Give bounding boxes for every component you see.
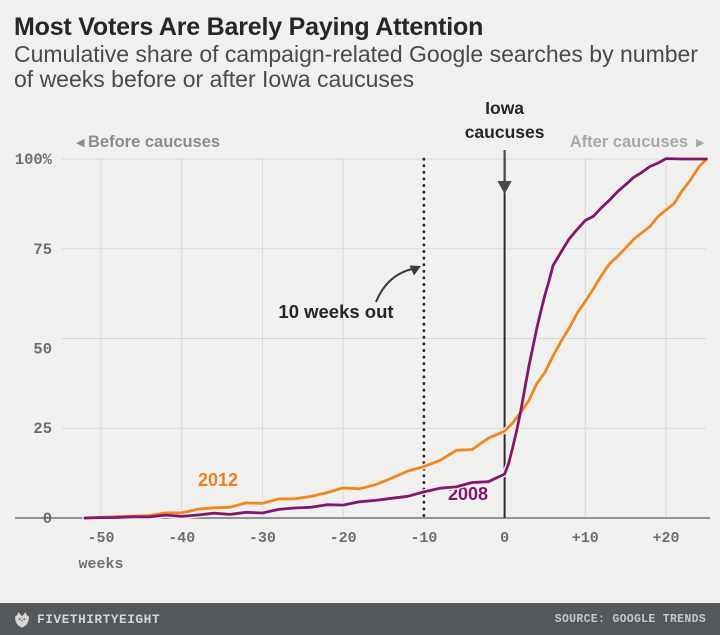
svg-text:0: 0 [43,510,52,528]
svg-text:75: 75 [33,241,52,259]
svg-text:caucuses: caucuses [465,122,545,142]
svg-text:2012: 2012 [198,470,238,490]
svg-text:0: 0 [500,530,509,547]
svg-text:weeks: weeks [78,556,123,573]
svg-text:After caucuses: After caucuses [570,133,688,151]
svg-text:100%: 100% [15,151,53,169]
svg-text:-10: -10 [410,530,437,547]
svg-text:Iowa: Iowa [485,98,524,118]
svg-text:50: 50 [33,341,52,359]
svg-text:10 weeks out: 10 weeks out [278,301,393,322]
svg-text:+10: +10 [572,530,599,547]
svg-text:-20: -20 [330,530,357,547]
svg-text:25: 25 [33,420,52,438]
svg-text:◀: ◀ [76,137,85,149]
svg-text:▶: ▶ [696,137,705,149]
svg-text:-50: -50 [87,530,114,547]
svg-text:Before caucuses: Before caucuses [88,133,220,151]
svg-text:+20: +20 [652,530,679,547]
svg-text:-40: -40 [168,530,195,547]
svg-text:-30: -30 [249,530,276,547]
